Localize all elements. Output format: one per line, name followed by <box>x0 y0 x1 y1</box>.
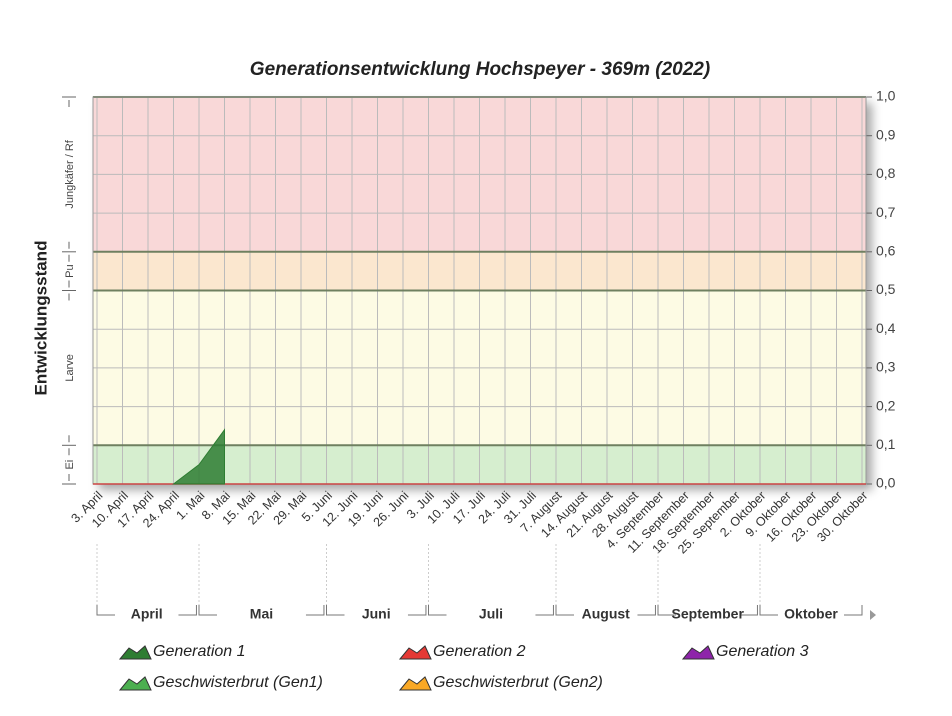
month-bracket <box>198 605 325 616</box>
month-label: Juli <box>479 606 503 622</box>
month-label: Oktober <box>784 606 838 622</box>
legend-swatch <box>681 645 715 660</box>
month-label: September <box>672 606 745 622</box>
y-tick-label: 0,8 <box>876 165 896 181</box>
y-tick-label: 0,5 <box>876 281 896 297</box>
y-axis-label: Entwicklungsstand <box>31 241 50 396</box>
legend-swatch <box>118 676 152 691</box>
y-tick-label: 0,9 <box>876 126 896 142</box>
y-tick-label: 0,1 <box>876 436 896 452</box>
band-label: Larve <box>64 354 76 382</box>
y-tick-label: 0,7 <box>876 204 896 220</box>
month-bracket <box>657 605 758 616</box>
month-bracket <box>555 605 656 616</box>
month-label: April <box>131 606 163 622</box>
legend-label: Geschwisterbrut (Gen2) <box>433 674 603 691</box>
y-tick-label: 0,2 <box>876 397 896 413</box>
legend-label: Generation 3 <box>716 643 809 660</box>
month-label: Mai <box>250 606 273 622</box>
y-tick-label: 0,0 <box>876 475 896 491</box>
month-bracket <box>96 605 197 616</box>
y-tick-label: 0,3 <box>876 359 896 375</box>
month-bracket <box>326 605 427 616</box>
y-tick-label: 0,6 <box>876 243 896 259</box>
legend-label: Generation 1 <box>153 643 246 660</box>
band-label: Jungkäfer / Rf <box>64 139 76 208</box>
band-label: Pu <box>64 264 76 277</box>
month-label: August <box>582 606 631 622</box>
y-tick-label: 1,0 <box>876 88 896 104</box>
x-tick-label: 1. Mai <box>173 489 207 523</box>
chart-title: Generationsentwicklung Hochspeyer - 369m… <box>250 59 710 80</box>
axis-arrow <box>870 610 876 620</box>
month-bracket <box>428 605 554 616</box>
legend-swatch <box>118 645 152 660</box>
month-label: Juni <box>362 606 391 622</box>
y-tick-label: 0,4 <box>876 320 896 336</box>
legend-swatch <box>398 676 432 691</box>
series-area <box>172 428 225 485</box>
legend-swatch <box>398 645 432 660</box>
month-bracket <box>759 605 863 616</box>
band-label: Ei <box>64 460 76 470</box>
legend-label: Generation 2 <box>433 643 526 660</box>
legend-label: Geschwisterbrut (Gen1) <box>153 674 323 691</box>
